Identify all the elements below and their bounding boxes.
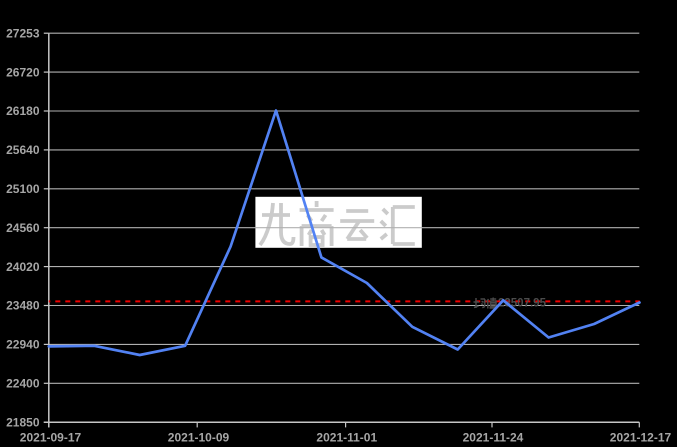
svg-text:22400: 22400 xyxy=(6,377,40,391)
svg-text:25100: 25100 xyxy=(6,182,40,196)
svg-text:26180: 26180 xyxy=(6,104,40,118)
svg-text:2021-12-17: 2021-12-17 xyxy=(610,430,672,444)
svg-text:21850: 21850 xyxy=(6,415,40,429)
svg-text:22940: 22940 xyxy=(6,338,40,352)
svg-text:27253: 27253 xyxy=(6,26,40,40)
svg-text:2021-11-01: 2021-11-01 xyxy=(316,430,377,444)
svg-text:25640: 25640 xyxy=(6,143,40,157)
svg-text:23480: 23480 xyxy=(6,299,40,313)
svg-text:2021-11-24: 2021-11-24 xyxy=(463,430,524,444)
svg-text:26720: 26720 xyxy=(6,65,40,79)
svg-text:24560: 24560 xyxy=(6,221,40,235)
svg-text:2021-09-17: 2021-09-17 xyxy=(20,430,82,444)
svg-text:24020: 24020 xyxy=(6,260,40,274)
svg-text:2021-10-09: 2021-10-09 xyxy=(168,430,230,444)
